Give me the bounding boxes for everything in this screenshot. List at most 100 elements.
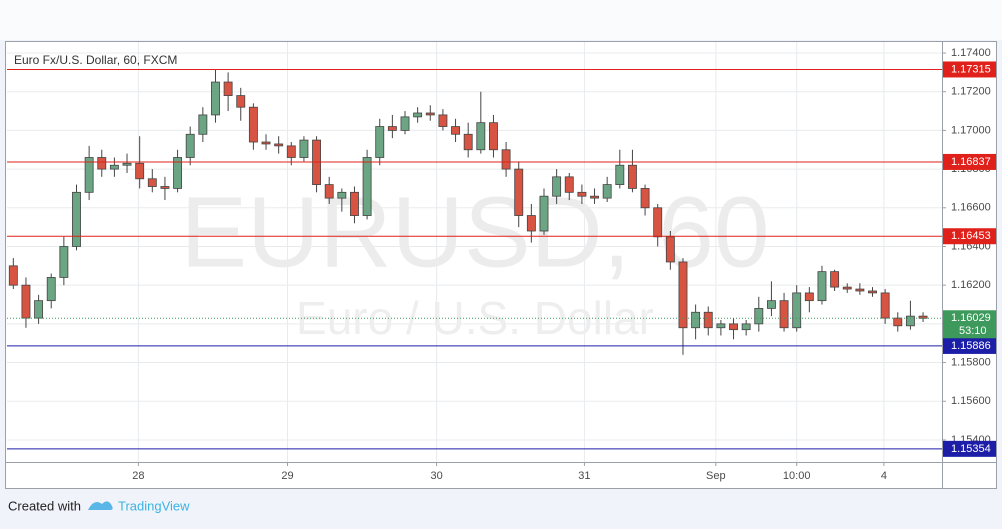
candle-body: [135, 162, 145, 180]
candle-body: [754, 307, 764, 325]
candle-body: [387, 126, 397, 131]
candle-body: [577, 191, 587, 197]
candle-body: [185, 133, 195, 158]
candle-body: [463, 133, 473, 151]
candle-body: [766, 300, 776, 309]
level-label: 1.15886: [951, 340, 991, 352]
candle-body: [905, 315, 915, 327]
candle-body: [868, 290, 877, 294]
candle-body: [729, 323, 738, 331]
candle-body: [627, 164, 637, 189]
tradingview-logo[interactable]: TradingView: [88, 498, 190, 513]
level-tag: [943, 228, 996, 245]
chart-title: Euro Fx/U.S. Dollar, 60, FXCM: [14, 53, 177, 67]
x-tick-label: Sep: [706, 470, 726, 482]
candle-body: [8, 265, 18, 286]
footer-brand[interactable]: TradingView: [118, 498, 190, 513]
candle-body: [34, 300, 44, 319]
x-tick-label: 4: [881, 470, 887, 482]
candle-body: [678, 261, 688, 329]
candle-body: [817, 271, 827, 302]
y-tick-label: 1.17200: [951, 86, 991, 98]
candle-body: [350, 191, 359, 216]
candle-body: [236, 95, 246, 108]
level-label: 1.17315: [951, 63, 991, 75]
candle-body: [539, 195, 549, 232]
candle-body: [337, 191, 347, 199]
candle-body: [552, 176, 562, 197]
candle-body: [779, 300, 789, 329]
candle-body: [59, 246, 69, 278]
logo-icon: [88, 501, 113, 510]
level-tag: [943, 61, 996, 78]
candle-body: [274, 143, 284, 147]
candle-body: [299, 139, 309, 158]
candle-body: [413, 112, 423, 118]
level-label: 1.15354: [951, 443, 991, 455]
footer-text: Created with: [8, 498, 81, 513]
candle-body: [400, 116, 410, 131]
candle-body: [173, 157, 183, 189]
y-tick-label: 1.15800: [951, 356, 991, 368]
candle-body: [830, 271, 840, 288]
last-price-tag: [943, 310, 996, 339]
candle-body: [703, 311, 713, 329]
candle-body: [855, 288, 865, 292]
candle-body: [665, 236, 675, 263]
candle-body: [362, 157, 372, 216]
candle-body: [286, 145, 296, 158]
candle-body: [223, 81, 233, 96]
x-tick-label: 31: [578, 470, 590, 482]
grid-layer: [7, 42, 942, 462]
candle-body: [476, 122, 486, 151]
level-tag: [943, 440, 996, 457]
level-label: 1.16837: [951, 156, 991, 168]
candle-body: [261, 141, 271, 145]
countdown-label: 53:10: [959, 325, 987, 337]
x-tick-label: 10:00: [783, 470, 811, 482]
candle-body: [918, 315, 928, 319]
candle-body: [615, 164, 625, 185]
candle-body: [489, 122, 498, 151]
candle-body: [792, 292, 802, 329]
y-tick-label: 1.16600: [951, 202, 991, 214]
top-bar: [0, 0, 1002, 40]
y-tick-label: 1.17400: [951, 47, 991, 59]
candle-body: [147, 178, 157, 187]
candle-body: [84, 157, 94, 193]
watermark: EURUSD, 60: [180, 176, 769, 288]
candle-body: [46, 277, 56, 302]
candle-body: [602, 184, 612, 199]
last-price-label: 1.16029: [951, 312, 991, 324]
candle-body: [653, 207, 663, 238]
level-tag: [943, 153, 996, 170]
x-tick-label: 30: [430, 470, 442, 482]
candle-body: [438, 114, 448, 127]
level-tag: [943, 337, 996, 354]
y-tick-label: 1.15600: [951, 395, 991, 407]
candle-body: [324, 184, 334, 199]
candle-body: [122, 162, 132, 166]
candle-body: [97, 157, 107, 170]
candle-body: [198, 114, 208, 135]
candle-body: [375, 126, 385, 158]
level-label: 1.16453: [951, 230, 991, 242]
candle-body: [160, 186, 170, 189]
chart-frame: [5, 41, 997, 489]
candle-body: [109, 164, 119, 170]
x-tick-label: 28: [132, 470, 144, 482]
candle-body: [21, 284, 31, 319]
candle-body: [211, 81, 220, 116]
candle-body: [640, 188, 650, 209]
candle-body: [72, 191, 81, 247]
candle-body: [425, 112, 435, 116]
candle-body: [526, 215, 536, 232]
candle-body: [514, 168, 524, 216]
candle-body: [741, 323, 751, 331]
candle-body: [451, 126, 460, 135]
candle-body: [842, 286, 852, 290]
candle-body: [893, 317, 903, 327]
candle-body: [590, 195, 599, 199]
